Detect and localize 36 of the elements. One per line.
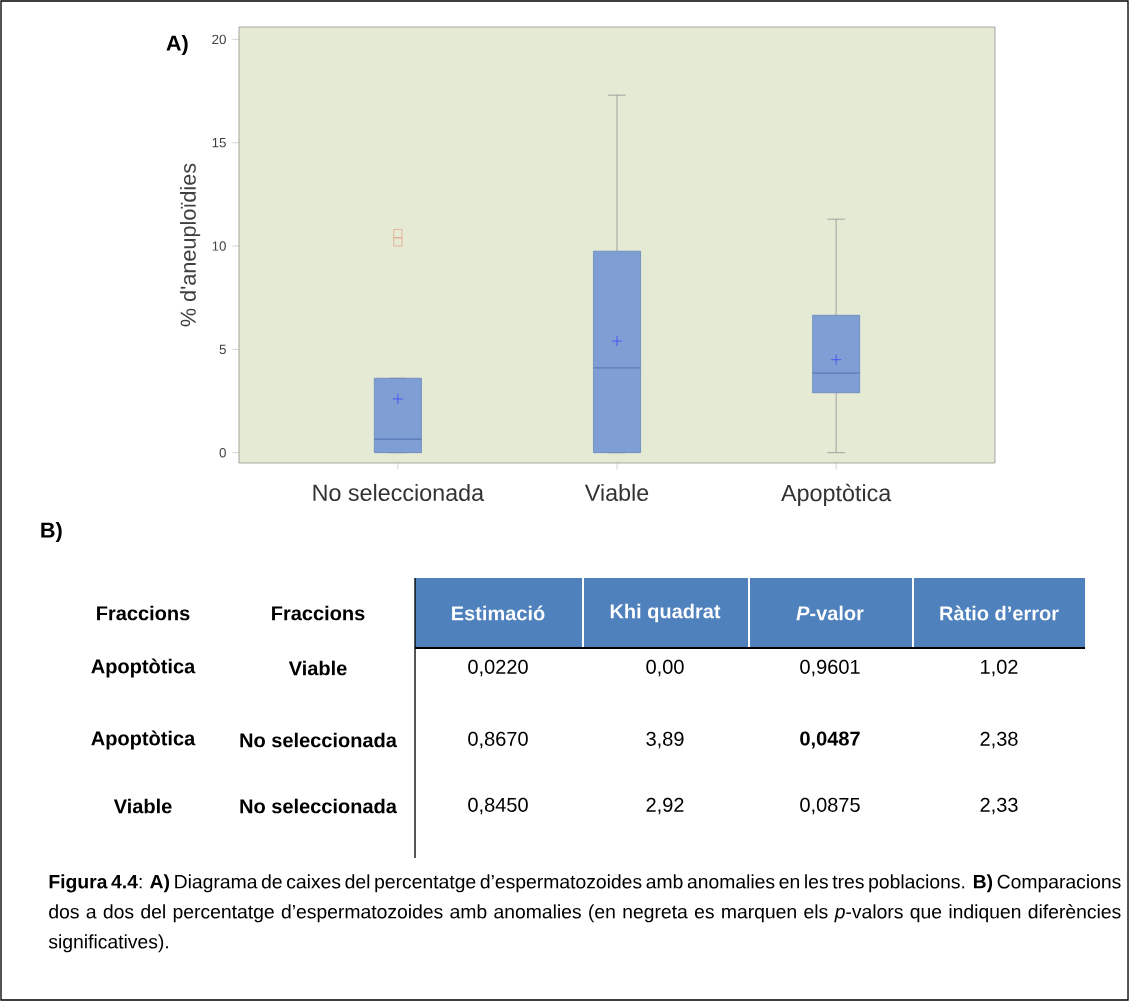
text: 2,38 [980, 731, 1018, 749]
text: Apoptòtica [91, 658, 196, 678]
text: Viable [288, 660, 347, 676]
text: 2,33 [980, 797, 1018, 815]
y-tick-label: 5 [219, 344, 226, 354]
text: Ràtio d’error [940, 605, 1059, 621]
text: 0,00 [646, 659, 684, 677]
text: Viable [113, 798, 172, 814]
text: Estimació [452, 605, 545, 621]
text: No seleccionada [240, 798, 398, 814]
text: 3,89 [646, 731, 684, 749]
text: P-valor [796, 605, 864, 621]
y-axis-title: % d'aneuploïdies [179, 163, 201, 327]
text: 2,92 [646, 797, 684, 815]
text: Fraccions [97, 605, 190, 621]
y-tick-label: 15 [212, 138, 226, 148]
text: Apoptòtica [91, 730, 196, 750]
text: 0,0875 [800, 797, 860, 815]
text: 0,8670 [468, 731, 528, 749]
x-tick-label: No seleccionada [313, 483, 485, 502]
text: 0,0487 [800, 731, 860, 749]
text: Khi quadrat [610, 603, 721, 623]
text: 0,0220 [468, 659, 528, 677]
chart-title: A) [166, 34, 188, 56]
text: 0,9601 [800, 659, 860, 677]
text: Figura 4.4: A) Diagrama de caixes del percentatge d’espermatozoides amb anomalies en les tres poblacions. B) Comparacions dos a dos del percentatge d’espermatozoides amb anomalies (en negreta es marquen els p-valors que indiquen diferències significatives). [48, 874, 1121, 953]
text: 1,02 [981, 659, 1018, 677]
x-tick-label: Viable [584, 483, 649, 502]
y-tick-label: 10 [212, 241, 226, 251]
y-tick-label: 20 [212, 34, 226, 45]
y-tick-label: 0 [219, 447, 226, 458]
text: 0,8450 [468, 797, 528, 815]
x-tick-label: Apoptòtica [781, 483, 892, 506]
text: B) [41, 521, 62, 543]
text: No seleccionada [240, 732, 398, 748]
text: Fraccions [272, 605, 365, 621]
